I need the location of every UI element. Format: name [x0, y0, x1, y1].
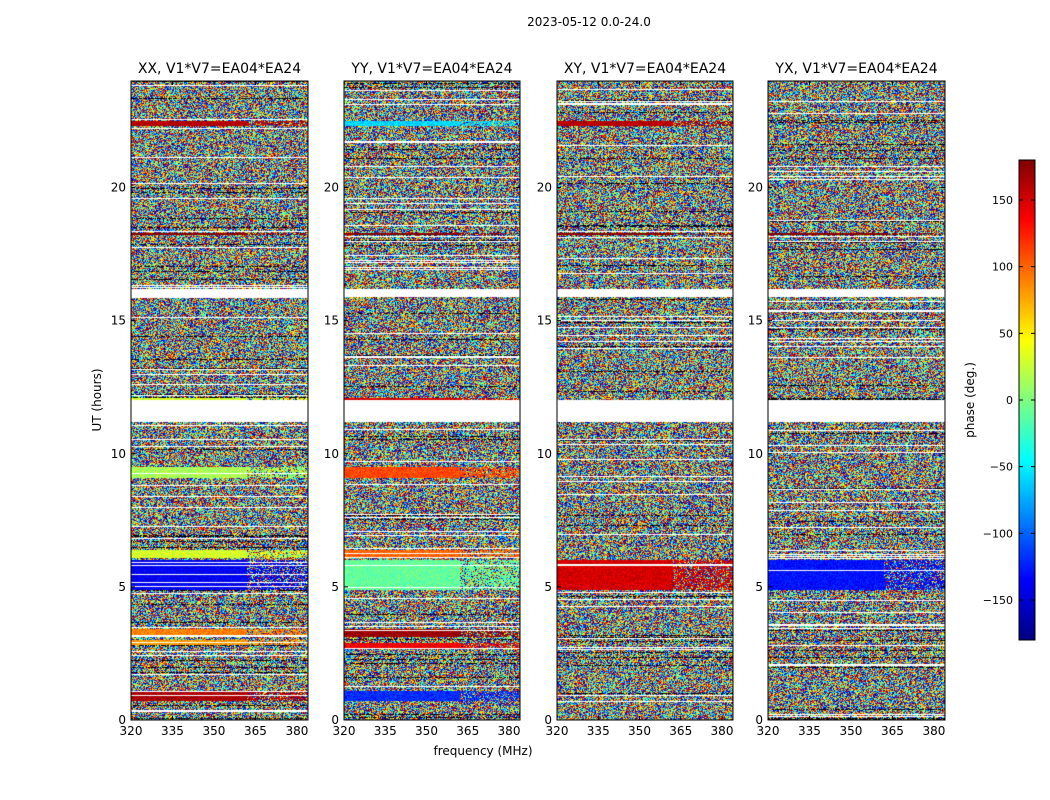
- colorbar-tick-label: 0: [1006, 394, 1013, 407]
- colorbar-tick-label: 100: [992, 261, 1013, 274]
- colorbar: 150 100 50 0 −50 −100 −150 phase (deg.): [963, 159, 1036, 641]
- x-tick-label: 365: [244, 724, 267, 738]
- y-tick-label: 20: [111, 181, 126, 195]
- x-tick-label: 365: [669, 724, 692, 738]
- y-tick-label: 0: [544, 713, 552, 727]
- subplot-title: XX, V1*V7=EA04*EA24: [138, 61, 301, 77]
- subplot-3: XY, V1*V7=EA04*EA24 320 335 350 365 380 0 5 10 15…: [537, 61, 734, 738]
- y-tick-label: 0: [755, 713, 763, 727]
- subplot-title: XY, V1*V7=EA04*EA24: [564, 61, 726, 77]
- subplot-frame: [767, 80, 946, 721]
- x-tick-label: 320: [120, 724, 143, 738]
- x-tick-label: 320: [757, 724, 780, 738]
- x-tick-label: 350: [415, 724, 438, 738]
- colorbar-tick-label: −50: [990, 461, 1013, 474]
- x-tick-label: 365: [881, 724, 904, 738]
- x-tick-label: 335: [161, 724, 184, 738]
- y-tick-label: 0: [118, 713, 126, 727]
- x-tick-label: 380: [711, 724, 734, 738]
- x-tick-label: 320: [333, 724, 356, 738]
- x-tick-label: 335: [798, 724, 821, 738]
- y-tick-label: 0: [331, 713, 339, 727]
- x-tick-label: 380: [498, 724, 521, 738]
- y-tick-label: 15: [111, 314, 126, 328]
- subplot-2: YY, V1*V7=EA04*EA24 320 335 350 365 380 0 5 10 15…: [324, 61, 521, 738]
- y-tick-label: 5: [755, 580, 763, 594]
- subplot-1: XX, V1*V7=EA04*EA24 320 335 350 365 380 0 5 10 15…: [111, 61, 309, 738]
- y-tick-label: 10: [111, 447, 126, 461]
- x-tick-label: 365: [456, 724, 479, 738]
- y-tick-label: 5: [331, 580, 339, 594]
- colorbar-tick-label: −100: [983, 527, 1013, 540]
- y-tick-label: 10: [537, 447, 552, 461]
- colorbar-tick-label: −150: [983, 594, 1013, 607]
- subplot-title: YY, V1*V7=EA04*EA24: [350, 61, 512, 77]
- colorbar-ticks: 150 100 50 0 −50 −100 −150: [983, 194, 1035, 607]
- y-tick-label: 10: [324, 447, 339, 461]
- x-tick-label: 350: [840, 724, 863, 738]
- subplot-grid: XX, V1*V7=EA04*EA24 320 335 350 365 380 0 5 10 15…: [111, 61, 946, 738]
- y-tick-label: 20: [537, 181, 552, 195]
- colorbar-label: phase (deg.): [963, 362, 977, 438]
- y-tick-label: 20: [324, 181, 339, 195]
- x-tick-label: 335: [587, 724, 610, 738]
- y-tick-label: 5: [118, 580, 126, 594]
- y-tick-label: 15: [537, 314, 552, 328]
- y-tick-label: 5: [544, 580, 552, 594]
- x-tick-label: 380: [285, 724, 308, 738]
- subplot-4: YX, V1*V7=EA04*EA24 320 335 350 365 380 0 5 10 15…: [748, 61, 946, 738]
- x-tick-label: 350: [628, 724, 651, 738]
- subplot-title: YX, V1*V7=EA04*EA24: [774, 61, 937, 77]
- figure-suptitle: 2023-05-12 0.0-24.0: [527, 15, 651, 29]
- colorbar-tick-label: 150: [992, 194, 1013, 207]
- subplot-frame: [130, 80, 309, 721]
- x-tick-label: 350: [203, 724, 226, 738]
- subplot-frame: [556, 80, 734, 721]
- y-axis-label: UT (hours): [90, 368, 104, 431]
- y-tick-label: 20: [748, 181, 763, 195]
- x-tick-label: 380: [922, 724, 945, 738]
- x-tick-label: 320: [546, 724, 569, 738]
- x-tick-label: 335: [374, 724, 397, 738]
- subplot-frame: [343, 80, 521, 721]
- y-tick-label: 15: [748, 314, 763, 328]
- x-axis-label: frequency (MHz): [433, 744, 532, 758]
- y-tick-label: 15: [324, 314, 339, 328]
- y-tick-label: 10: [748, 447, 763, 461]
- colorbar-tick-label: 50: [999, 327, 1013, 340]
